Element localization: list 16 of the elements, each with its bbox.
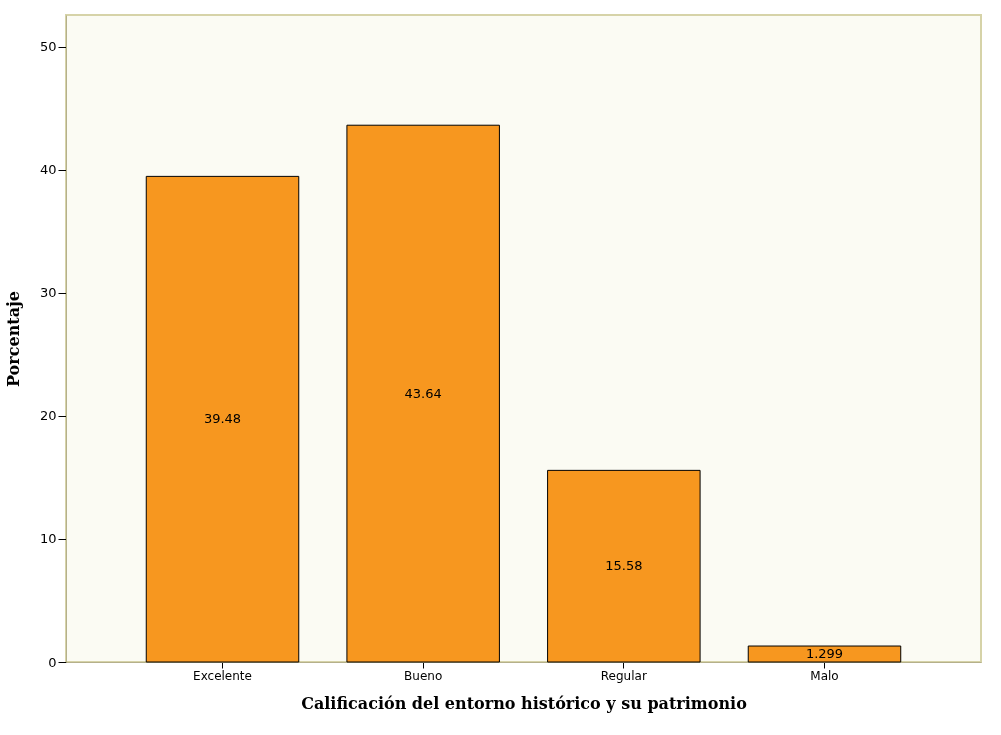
y-tick-label: 0 <box>48 654 57 670</box>
data-label: 15.58 <box>605 558 643 574</box>
y-tick-label: 50 <box>39 39 57 55</box>
x-tick-label: Excelente <box>193 668 252 683</box>
y-tick-label: 30 <box>39 285 57 301</box>
data-label: 39.48 <box>203 411 242 427</box>
x-axis-title: Calificación del entorno histórico y su patrimonio <box>301 693 748 713</box>
y-tick-label: 40 <box>39 162 57 178</box>
y-tick-label: 20 <box>39 408 57 424</box>
data-label: 1.299 <box>805 646 844 662</box>
y-tick-label: 10 <box>39 531 57 547</box>
x-tick-label: Malo <box>810 668 839 683</box>
x-tick-label: Bueno <box>404 668 443 683</box>
data-label: 43.64 <box>404 385 442 401</box>
y-axis-title: Porcentaje <box>3 291 23 387</box>
x-tick-label: Regular <box>600 668 647 683</box>
